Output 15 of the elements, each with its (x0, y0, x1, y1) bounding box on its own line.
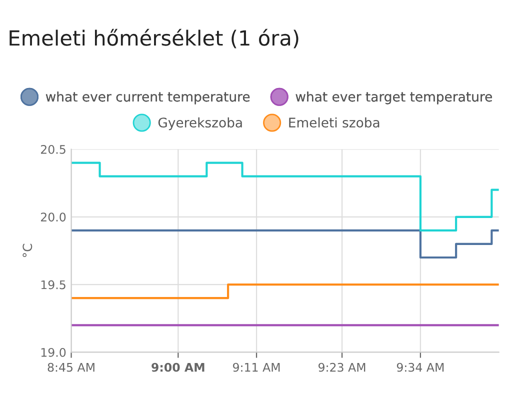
y-tick-label: 20.0 (40, 212, 66, 222)
x-tick-label: 9:00 AM (152, 362, 204, 372)
y-axis-title: °C (22, 244, 32, 258)
y-tick-label: 20.5 (40, 144, 66, 154)
legend-label: Gyerekszoba (158, 117, 242, 130)
y-tick-label: 19.5 (41, 280, 66, 290)
x-tick-label: 9:11 AM (233, 362, 280, 372)
chart-title: Emeleti hőmérséklet (1 óra) (10, 28, 298, 48)
legend-label: Emeleti szoba (289, 117, 380, 128)
x-tick-label: 8:45 AM (48, 362, 94, 372)
y-tick-label: 19.0 (41, 348, 66, 357)
legend-label: what ever current temperature (46, 91, 250, 104)
x-tick-label: 9:23 AM (318, 362, 366, 372)
legend-label: what ever target temperature (296, 91, 492, 104)
x-tick-label: 9:34 AM (396, 362, 444, 372)
